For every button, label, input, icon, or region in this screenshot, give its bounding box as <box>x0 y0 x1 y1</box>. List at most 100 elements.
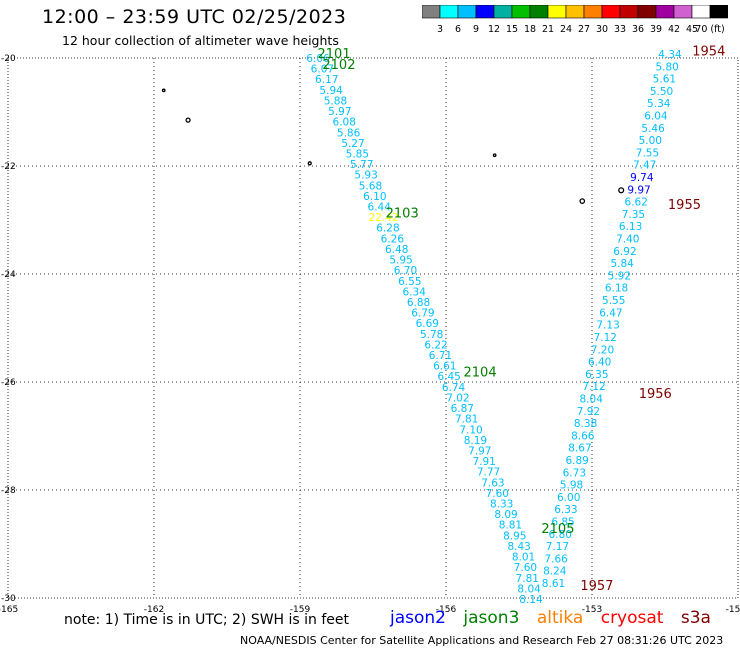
track1-swh-label: 6.48 <box>385 244 408 256</box>
colorbar-label: 39 <box>650 24 662 35</box>
track1-swh-label: 7.60 <box>486 488 509 500</box>
track1-swh-label: 8.95 <box>503 530 526 542</box>
track2-swh-label: 8.24 <box>543 566 567 578</box>
pass-time-label: 2105 <box>541 522 574 537</box>
track1-swh-label: 6.70 <box>394 265 417 277</box>
track1-swh-label: 6.87 <box>451 403 474 415</box>
colorbar-label: 36 <box>632 24 644 35</box>
pass-time-label: 2103 <box>386 206 419 221</box>
track2-swh-label: 7.66 <box>544 553 568 565</box>
colorbar-label: 3 <box>437 24 443 35</box>
track2-swh-label: 5.46 <box>641 123 665 135</box>
track1-swh-label: 6.44 <box>368 202 392 214</box>
track1-swh-label: 6.71 <box>429 350 452 362</box>
track2-swh-label: 5.55 <box>602 295 625 307</box>
track1-swh-label: 6.34 <box>403 286 427 298</box>
track2-swh-label: 6.47 <box>599 307 622 319</box>
colorbar-label: 33 <box>614 24 626 35</box>
track1-swh-label: 6.17 <box>315 74 338 86</box>
island-outline <box>161 88 166 93</box>
track2-swh-label: 5.00 <box>639 135 662 147</box>
track1-swh-label: 5.88 <box>324 95 347 107</box>
track2-swh-label: 5.98 <box>560 480 583 492</box>
track1-swh-label: 7.10 <box>459 424 482 436</box>
y-tick-label: -28 <box>1 486 16 496</box>
track1-swh-label: 7.81 <box>516 573 539 585</box>
track1-swh-label: 7.97 <box>468 445 491 457</box>
track1-swh-label: 6.28 <box>376 223 399 235</box>
track1-swh-label: 6.69 <box>416 318 439 330</box>
track1-swh-label: 7.63 <box>481 477 504 489</box>
track1-swh-label: 6.22 <box>424 339 447 351</box>
colorbar-label: 24 <box>560 24 572 35</box>
track2-swh-label: 7.12 <box>594 332 617 344</box>
track1-swh-label: 7.91 <box>472 456 495 468</box>
pass-time-label: 2104 <box>464 366 497 381</box>
track1-swh-label: 8.81 <box>499 520 522 532</box>
track1-swh-label: 8.43 <box>507 541 530 553</box>
track1-swh-label: 8.33 <box>490 499 513 511</box>
colorbar-label: 21 <box>542 24 554 35</box>
track2-swh-label: 8.67 <box>568 443 591 455</box>
colorbar-label: 42 <box>668 24 680 35</box>
colorbar-label: 27 <box>578 24 590 35</box>
track2-swh-label: 6.62 <box>625 197 648 209</box>
track1-swh-label: 5.93 <box>354 170 377 182</box>
track1-swh-label: 7.02 <box>446 392 469 404</box>
legend-s3a: s3a <box>680 608 711 628</box>
y-tick-label: -20 <box>1 54 16 64</box>
track1-swh-label: 6.74 <box>442 382 466 394</box>
x-tick-label: -159 <box>290 605 311 615</box>
y-tick-label: -24 <box>1 270 16 280</box>
colorbar-swatch <box>709 5 728 19</box>
track2-swh-label: 6.33 <box>554 504 577 516</box>
track2-swh-label: 6.92 <box>613 246 636 258</box>
colorbar-label: 18 <box>524 24 536 35</box>
island-outline <box>185 117 191 123</box>
track2-swh-label: 7.20 <box>591 344 614 356</box>
track2-swh-label: 7.12 <box>582 381 605 393</box>
track2-swh-label: 6.00 <box>557 492 580 504</box>
track2-swh-label: 4.34 <box>658 49 682 61</box>
track1-swh-label: 6.55 <box>398 276 421 288</box>
track1-swh-label: 5.78 <box>420 329 443 341</box>
colorbar-label: 6 <box>455 24 461 35</box>
colorbar-label: 45 <box>686 24 698 35</box>
track1-swh-label: 6.07 <box>311 64 334 76</box>
track2-swh-label: 5.34 <box>647 98 671 110</box>
x-tick-label: -156 <box>436 605 457 615</box>
track2-swh-label: 7.35 <box>622 209 645 221</box>
track1-swh-label: 7.77 <box>477 467 500 479</box>
track2-swh-label: 7.55 <box>636 147 659 159</box>
track1-swh-label: 5.27 <box>341 138 364 150</box>
track2-swh-label: 6.13 <box>619 221 642 233</box>
track1-swh-label: 6.06 <box>306 53 330 65</box>
track1-swh-label: 5.97 <box>328 106 351 118</box>
track2-swh-label: 8.66 <box>571 430 595 442</box>
track2-swh-label: 5.92 <box>608 270 631 282</box>
island-outline <box>492 153 497 158</box>
track2-swh-label: 6.40 <box>588 357 611 369</box>
track2-swh-label: 5.61 <box>653 74 676 86</box>
pass-time-label: 1955 <box>668 198 701 213</box>
track1-swh-label: 5.68 <box>359 180 382 192</box>
x-tick-label: -162 <box>144 605 164 615</box>
track2-swh-label: 6.80 <box>549 529 572 541</box>
track2-swh-label: 5.84 <box>610 258 634 270</box>
track1-swh-label: 22.42 <box>369 212 399 224</box>
colorbar-label: 30 <box>596 24 608 35</box>
track1-swh-label: 5.86 <box>337 127 361 139</box>
track2-swh-label: 8.61 <box>542 578 565 590</box>
track1-swh-label: 6.61 <box>433 361 456 373</box>
track1-swh-label: 6.26 <box>381 233 405 245</box>
y-tick-label: -26 <box>1 378 16 388</box>
track2-swh-label: 7.92 <box>577 406 600 418</box>
track2-swh-label: 6.85 <box>551 516 574 528</box>
track1-swh-label: 6.08 <box>333 117 356 129</box>
y-tick-label: -30 <box>1 594 16 604</box>
colorbar-label: 9 <box>473 24 479 35</box>
track1-swh-label: 8.01 <box>512 552 535 564</box>
track1-swh-label: 8.19 <box>464 435 487 447</box>
